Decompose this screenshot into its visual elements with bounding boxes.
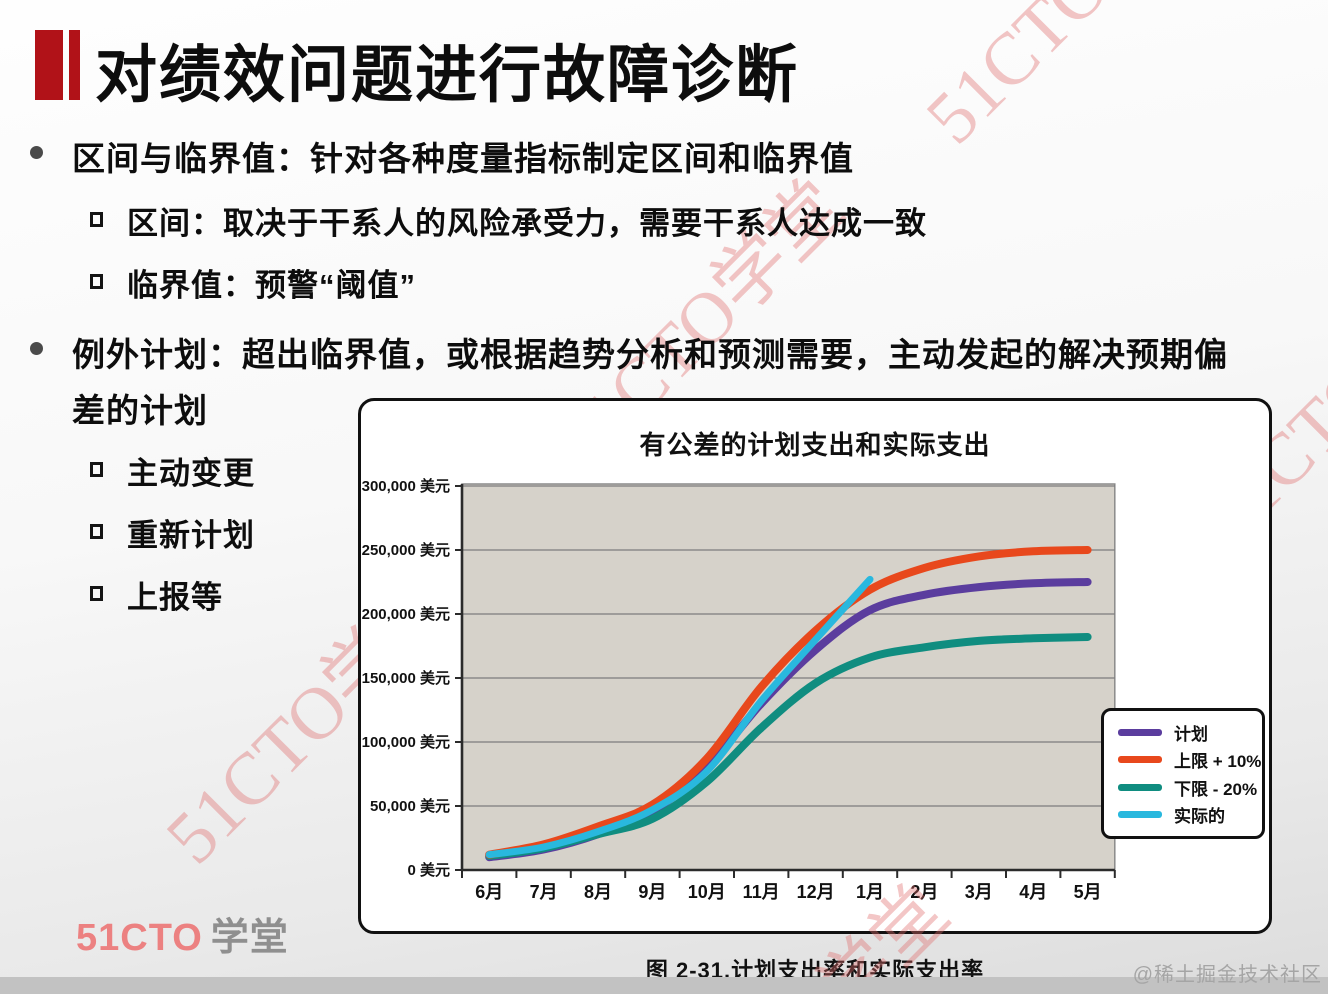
y-tick-label: 100,000 美元: [362, 733, 450, 751]
y-tick-label: 300,000 美元: [362, 477, 450, 495]
subbullet-escalate: 上报等: [30, 577, 223, 619]
x-tick-label: 10月: [688, 882, 726, 902]
y-tick-label: 150,000 美元: [362, 669, 450, 687]
legend-label: 计划: [1174, 724, 1208, 744]
legend-swatch: [1118, 756, 1162, 764]
subbullet-text: 区间：取决于干系人的风险承受力，需要干系人达成一致: [127, 206, 927, 241]
x-tick-label: 2月: [910, 882, 938, 902]
bullet-intervals: 区间与临界值：针对各种度量指标制定区间和临界值: [30, 131, 854, 187]
square-bullet-icon: [90, 462, 103, 477]
y-tick-label: 50,000 美元: [370, 797, 450, 815]
logo-xuetang-text: 学堂: [210, 917, 289, 959]
legend-item: 计划: [1118, 720, 1262, 745]
x-tick-label: 1月: [856, 882, 884, 902]
subbullet-replan: 重新计划: [30, 515, 255, 557]
subbullet-threshold: 临界值：预警“阈值”: [30, 265, 416, 307]
juejin-credit: @稀土掘金技术社区: [1132, 964, 1322, 986]
51cto-xuetang-logo: 51CTO 学堂: [76, 906, 289, 961]
x-tick-label: 8月: [584, 882, 612, 902]
legend-item: 上限 + 10%: [1118, 747, 1262, 772]
bullet-text: 例外计划：超出临界值，或根据趋势分析和预测需要，主动发起的解决预期偏 差的计划: [72, 327, 1228, 439]
legend-label: 下限 - 20%: [1174, 779, 1258, 799]
bullet-dot-icon: [30, 146, 43, 159]
bullet-text-line2: 差的计划: [72, 392, 208, 429]
legend-swatch: [1118, 728, 1162, 736]
x-tick-label: 4月: [1019, 882, 1047, 902]
square-bullet-icon: [90, 212, 103, 227]
y-tick-label: 0 美元: [407, 861, 450, 879]
subbullet-proactive-change: 主动变更: [30, 453, 255, 495]
watermark: 51CTO学堂: [910, 0, 1230, 160]
chart-legend: 计划上限 + 10% 下限 - 20% 实际的: [1101, 708, 1265, 839]
legend-item: 下限 - 20%: [1118, 775, 1262, 800]
bullet-dot-icon: [30, 342, 43, 355]
x-tick-label: 12月: [797, 882, 835, 902]
chart-title: 有公差的计划支出和实际支出: [639, 430, 991, 460]
legend-label: 实际的: [1174, 807, 1225, 827]
spending-chart: 有公差的计划支出和实际支出 0 美元 50,000 美元 100,000 美元 150…: [358, 398, 1272, 934]
x-tick-label: 3月: [965, 882, 993, 902]
bullet-exception-plan: 例外计划：超出临界值，或根据趋势分析和预测需要，主动发起的解决预期偏 差的计划: [30, 327, 1228, 439]
title-accent-bar-thin: [69, 30, 80, 100]
square-bullet-icon: [90, 524, 103, 539]
y-tick-label: 200,000 美元: [362, 605, 450, 623]
square-bullet-icon: [90, 586, 103, 601]
bottom-band: [0, 977, 1328, 994]
legend-item: 实际的: [1118, 802, 1262, 827]
chart-plot-area: 0 美元 50,000 美元 100,000 美元 150,000 美元 200,000…: [362, 477, 1116, 902]
subbullet-text: 上报等: [127, 580, 223, 615]
x-tick-label: 9月: [638, 882, 666, 902]
series-实际的: [485, 575, 874, 859]
square-bullet-icon: [90, 274, 103, 289]
logo-51cto-text: 51CTO: [76, 917, 203, 959]
x-tick-label: 6月: [475, 882, 503, 902]
x-tick-label: 11月: [743, 882, 780, 902]
subbullet-text: 主动变更: [127, 456, 255, 491]
bullet-text: 区间与临界值：针对各种度量指标制定区间和临界值: [72, 140, 854, 177]
x-tick-label: 7月: [530, 882, 558, 902]
series-上限 + 10%: [485, 546, 1092, 859]
legend-swatch: [1118, 783, 1162, 791]
legend-swatch: [1118, 811, 1162, 819]
x-tick-label: 5月: [1074, 882, 1102, 902]
subbullet-text: 临界值：预警“阈值”: [127, 268, 416, 303]
page-title: 对绩效问题进行故障诊断: [95, 41, 800, 110]
y-tick-label: 250,000 美元: [362, 541, 450, 559]
subbullet-text: 重新计划: [127, 518, 255, 553]
subbullet-interval: 区间：取决于干系人的风险承受力，需要干系人达成一致: [30, 203, 927, 245]
title-accent-bar: [35, 30, 63, 100]
legend-label: 上限 + 10%: [1174, 752, 1262, 772]
bullet-text-line1: 例外计划：超出临界值，或根据趋势分析和预测需要，主动发起的解决预期偏: [72, 336, 1228, 373]
